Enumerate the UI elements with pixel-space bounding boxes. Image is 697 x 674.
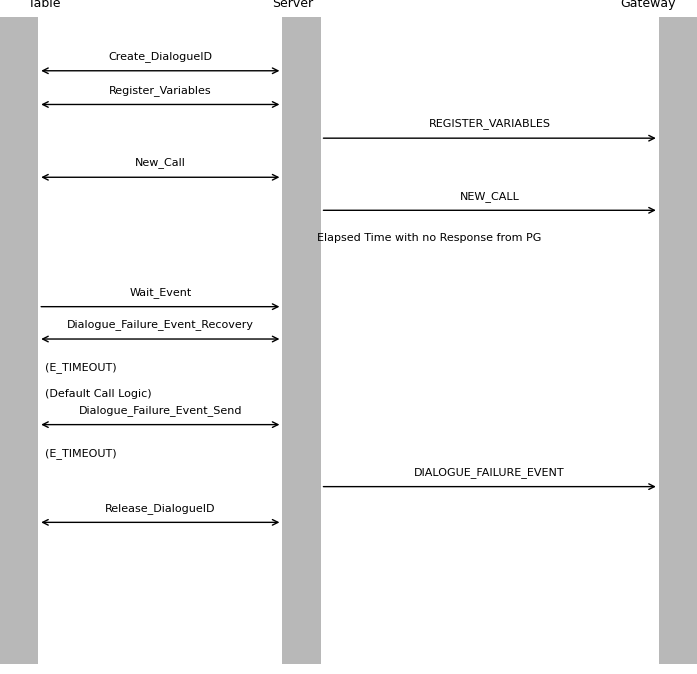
Text: New_Call: New_Call bbox=[135, 158, 185, 168]
Text: Register_Variables: Register_Variables bbox=[109, 85, 212, 96]
Text: NEW_CALL: NEW_CALL bbox=[460, 191, 519, 202]
Text: Elapsed Time with no Response from PG: Elapsed Time with no Response from PG bbox=[317, 233, 542, 243]
Text: (E_TIMEOUT): (E_TIMEOUT) bbox=[45, 362, 117, 373]
Text: Wait_Event: Wait_Event bbox=[129, 287, 192, 298]
Text: Dialogue_Failure_Event_Recovery: Dialogue_Failure_Event_Recovery bbox=[67, 319, 254, 330]
Text: (Default Call Logic): (Default Call Logic) bbox=[45, 390, 152, 399]
Text: State
Table: State Table bbox=[28, 0, 61, 10]
Text: (E_TIMEOUT): (E_TIMEOUT) bbox=[45, 448, 117, 459]
Text: Release_DialogueID: Release_DialogueID bbox=[105, 503, 215, 514]
Text: REGISTER_VARIABLES: REGISTER_VARIABLES bbox=[429, 119, 551, 129]
Bar bbox=[0, 17, 38, 664]
Text: Custom
Server: Custom Server bbox=[269, 0, 316, 10]
Bar bbox=[659, 17, 697, 664]
Text: Dialogue_Failure_Event_Send: Dialogue_Failure_Event_Send bbox=[79, 405, 242, 416]
Text: Create_DialogueID: Create_DialogueID bbox=[108, 51, 213, 62]
Text: DIALOGUE_FAILURE_EVENT: DIALOGUE_FAILURE_EVENT bbox=[414, 467, 565, 478]
Bar bbox=[282, 17, 321, 664]
Text: Peripheral
Gateway: Peripheral Gateway bbox=[617, 0, 680, 10]
